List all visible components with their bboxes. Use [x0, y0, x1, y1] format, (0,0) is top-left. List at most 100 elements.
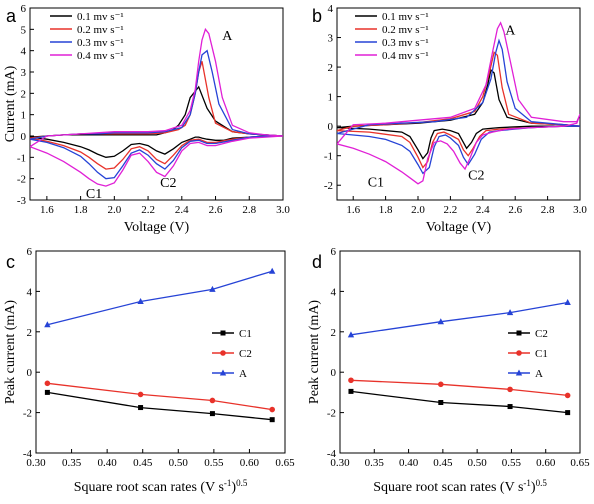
data-point	[209, 411, 215, 417]
legend-label: C2	[535, 328, 548, 340]
y-tick-label: 4	[331, 286, 337, 298]
data-point	[507, 404, 513, 410]
y-tick-label: 2	[331, 327, 337, 339]
data-point	[137, 391, 144, 398]
series-line	[337, 68, 580, 160]
x-tick-label: 0.60	[536, 457, 556, 469]
legend-marker	[515, 369, 523, 376]
y-tick-label: 5	[21, 24, 27, 36]
legend-label: 0.1 mv s⁻¹	[382, 11, 429, 23]
y-tick-label: 2	[21, 88, 27, 100]
peak-annotation: C2	[160, 176, 176, 191]
y-tick-label: 0	[21, 131, 27, 143]
y-tick-label: -2	[327, 408, 336, 420]
y-tick-label: 2	[27, 327, 33, 339]
x-tick-label: 0.35	[62, 457, 82, 469]
data-point	[269, 406, 275, 413]
data-point	[268, 267, 276, 274]
panel-c: 0.30 0.35 0.40 0.45 0.50 0.55 0.60 0.65 -4 -2 0 2 4 6…	[3, 246, 295, 495]
peak-annotation: A	[222, 29, 233, 44]
x-tick-label: 0.65	[275, 457, 295, 469]
x-axis-title: Voltage (V)	[426, 220, 492, 235]
series-line	[337, 51, 580, 169]
y-axis-title: Peak current (mA)	[307, 300, 322, 405]
y-tick-label: -1	[17, 152, 26, 164]
legend-label: C1	[239, 328, 252, 340]
x-tick-label: 2.0	[107, 204, 121, 216]
x-tick-label: 0.40	[98, 457, 118, 469]
legend-marker	[516, 350, 522, 356]
legend-label: 0.3 mv s⁻¹	[382, 37, 429, 49]
peak-annotation: A	[505, 24, 516, 39]
legend: C2 C1 A	[508, 328, 548, 380]
x-tick-label: 2.4	[476, 204, 490, 216]
y-tick-label: 0	[331, 367, 337, 379]
x-tick-label: 3.0	[276, 204, 290, 216]
legend-marker	[219, 369, 227, 376]
data-point	[269, 417, 275, 423]
y-tick-label: 3	[328, 33, 334, 45]
data-point	[44, 380, 51, 387]
legend-label: A	[535, 368, 543, 380]
y-tick-label: 1	[328, 92, 334, 104]
x-tick-label: 0.55	[502, 457, 522, 469]
y-tick-label: -1	[324, 151, 333, 163]
peak-annotation: C1	[368, 176, 384, 191]
data-point	[507, 386, 513, 393]
y-tick-label: -3	[17, 195, 27, 207]
y-tick-label: 4	[328, 3, 334, 15]
x-tick-label: 0.30	[330, 457, 350, 469]
data-point	[44, 389, 50, 395]
panel-letter: a	[6, 6, 17, 26]
panel-letter: b	[312, 6, 322, 26]
y-tick-label: 3	[21, 67, 27, 79]
series-line	[350, 379, 568, 397]
legend-label: 0.1 mv s⁻¹	[77, 11, 124, 23]
y-tick-label: -4	[327, 448, 337, 460]
panel-letter: c	[6, 252, 15, 272]
data-point	[565, 410, 571, 416]
x-tick-label: 1.6	[346, 204, 360, 216]
legend-label: 0.2 mv s⁻¹	[382, 24, 429, 36]
plot-frame	[336, 7, 581, 201]
x-axis-title: Square root scan rates (V s-1)0.5	[74, 478, 248, 495]
legend-label: 0.4 mv s⁻¹	[382, 50, 429, 62]
series-line	[47, 382, 273, 411]
series-line	[30, 27, 283, 187]
y-axis-title: Peak current (mA)	[3, 300, 18, 405]
x-tick-label: 0.65	[570, 457, 590, 469]
x-tick-label: 2.4	[175, 204, 189, 216]
y-tick-label: 6	[331, 246, 337, 258]
data-point	[137, 298, 144, 304]
legend-label: 0.2 mv s⁻¹	[77, 24, 124, 36]
plot-frame	[35, 250, 286, 454]
data-point	[564, 299, 571, 306]
x-axis-title: Square root scan rates (V s-1)0.5	[373, 478, 547, 495]
y-tick-label: -2	[23, 408, 32, 420]
legend: 0.1 mv s⁻¹0.2 mv s⁻¹0.3 mv s⁻¹0.4 mv s⁻¹	[50, 11, 124, 62]
data-point	[44, 321, 51, 328]
x-tick-label: 2.2	[444, 204, 458, 216]
x-tick-label: 1.8	[379, 204, 393, 216]
y-tick-label: 6	[21, 3, 27, 15]
plot-frame	[29, 7, 284, 201]
legend-label: C1	[535, 348, 548, 360]
data-point	[138, 405, 144, 411]
data-point	[209, 285, 216, 292]
legend: C1 C2 A	[212, 328, 252, 380]
series-line	[47, 391, 273, 421]
series-line	[47, 270, 273, 326]
legend: 0.1 mv s⁻¹0.2 mv s⁻¹0.3 mv s⁻¹0.4 mv s⁻¹	[355, 11, 429, 62]
x-tick-label: 0.50	[169, 457, 189, 469]
x-tick-label: 2.6	[508, 204, 522, 216]
x-tick-label: 0.30	[26, 457, 46, 469]
series-line	[350, 301, 568, 336]
y-tick-label: -2	[324, 180, 333, 192]
legend-marker	[220, 330, 226, 336]
legend-label: 0.3 mv s⁻¹	[77, 37, 124, 49]
x-tick-label: 2.2	[141, 204, 155, 216]
x-tick-label: 0.60	[240, 457, 260, 469]
x-tick-label: 3.0	[573, 204, 587, 216]
y-tick-label: 4	[21, 46, 27, 58]
